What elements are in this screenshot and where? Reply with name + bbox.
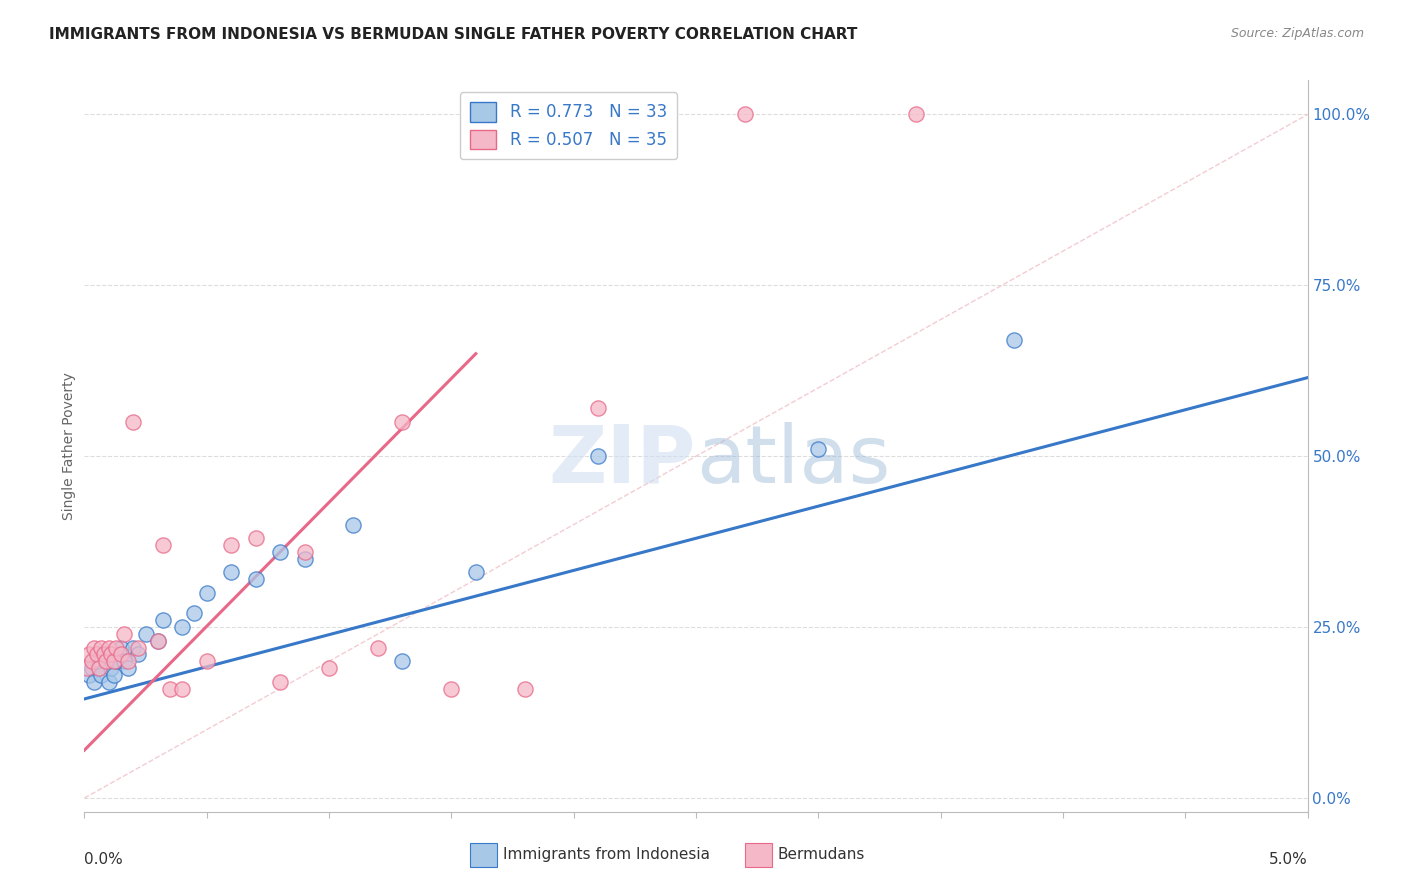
Point xyxy=(183,607,205,621)
Point xyxy=(152,538,174,552)
Point xyxy=(100,661,122,675)
Text: Bermudans: Bermudans xyxy=(778,847,865,862)
Point xyxy=(318,661,340,675)
Point xyxy=(83,640,105,655)
Text: atlas: atlas xyxy=(696,422,890,500)
Point xyxy=(195,586,218,600)
Point xyxy=(1002,333,1025,347)
Point xyxy=(112,654,135,668)
Text: 0.0%: 0.0% xyxy=(84,852,124,867)
Point xyxy=(440,681,463,696)
Point xyxy=(105,640,128,655)
Legend: R = 0.773   N = 33, R = 0.507   N = 35: R = 0.773 N = 33, R = 0.507 N = 35 xyxy=(460,92,676,159)
Point xyxy=(905,107,928,121)
Point xyxy=(97,640,120,655)
Point xyxy=(152,613,174,627)
Point xyxy=(294,545,316,559)
Point xyxy=(103,668,125,682)
Point xyxy=(219,538,242,552)
Point xyxy=(159,681,181,696)
Point xyxy=(135,627,157,641)
Text: IMMIGRANTS FROM INDONESIA VS BERMUDAN SINGLE FATHER POVERTY CORRELATION CHART: IMMIGRANTS FROM INDONESIA VS BERMUDAN SI… xyxy=(49,27,858,42)
Point xyxy=(83,674,105,689)
Point xyxy=(734,107,756,121)
Point xyxy=(807,442,830,457)
Bar xyxy=(745,843,772,867)
Point xyxy=(269,545,291,559)
Point xyxy=(342,517,364,532)
Point xyxy=(294,551,316,566)
Point xyxy=(90,668,112,682)
Bar xyxy=(470,843,496,867)
Point xyxy=(391,415,413,429)
Text: Source: ZipAtlas.com: Source: ZipAtlas.com xyxy=(1230,27,1364,40)
Point xyxy=(93,648,115,662)
Point xyxy=(245,531,267,545)
Point xyxy=(80,654,103,668)
Point xyxy=(76,661,98,675)
Point xyxy=(122,640,145,655)
Point xyxy=(80,661,103,675)
Point xyxy=(77,648,100,662)
Point xyxy=(219,566,242,580)
Point xyxy=(112,627,135,641)
Text: Immigrants from Indonesia: Immigrants from Indonesia xyxy=(503,847,710,862)
Point xyxy=(110,648,132,662)
Point xyxy=(87,661,110,675)
Point xyxy=(103,654,125,668)
Point xyxy=(96,654,118,668)
Point xyxy=(96,654,118,668)
Point xyxy=(146,633,169,648)
Point xyxy=(87,661,110,675)
Point xyxy=(105,654,128,668)
Point xyxy=(110,640,132,655)
Point xyxy=(77,668,100,682)
Point xyxy=(464,566,486,580)
Point xyxy=(127,648,149,662)
Text: 5.0%: 5.0% xyxy=(1268,852,1308,867)
Point xyxy=(90,640,112,655)
Point xyxy=(586,401,609,416)
Point xyxy=(586,449,609,463)
Point xyxy=(127,640,149,655)
Point xyxy=(513,681,536,696)
Point xyxy=(269,674,291,689)
Point xyxy=(146,633,169,648)
Point xyxy=(195,654,218,668)
Point xyxy=(100,648,122,662)
Point xyxy=(117,654,139,668)
Point xyxy=(86,648,108,662)
Point xyxy=(86,654,108,668)
Point xyxy=(391,654,413,668)
Point xyxy=(245,572,267,586)
Text: ZIP: ZIP xyxy=(548,422,696,500)
Point xyxy=(97,674,120,689)
Y-axis label: Single Father Poverty: Single Father Poverty xyxy=(62,372,76,520)
Point xyxy=(93,648,115,662)
Point xyxy=(367,640,389,655)
Point xyxy=(122,415,145,429)
Point xyxy=(172,681,194,696)
Point xyxy=(172,620,194,634)
Point xyxy=(117,661,139,675)
